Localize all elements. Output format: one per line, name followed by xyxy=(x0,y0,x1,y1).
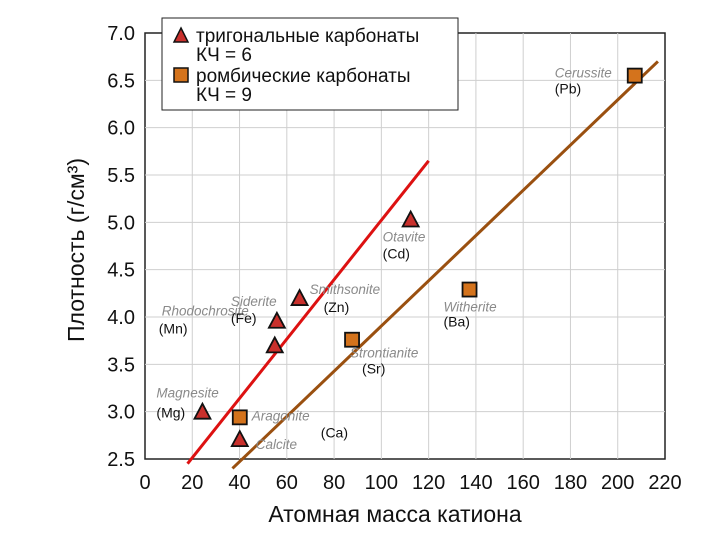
legend-square-marker xyxy=(173,67,189,83)
mineral-label-otavite: Otavite xyxy=(383,229,426,244)
element-label-rhodochrosite: (Mn) xyxy=(159,320,188,336)
mineral-label-magnesite: Magnesite xyxy=(156,386,218,401)
legend-rhombic-label: ромбические карбонаты xyxy=(196,66,411,87)
y-tick-label: 5.0 xyxy=(107,212,135,234)
square-marker-cerussite xyxy=(626,67,643,84)
element-label-magnesite: (Mg) xyxy=(156,405,185,421)
legend-rhombic-sublabel: КЧ = 9 xyxy=(196,85,252,106)
x-tick-label: 20 xyxy=(181,472,203,494)
x-tick-label: 0 xyxy=(139,472,150,494)
square-marker-strontianite xyxy=(344,331,360,348)
y-tick-label: 3.0 xyxy=(107,402,135,424)
y-tick-label: 2.5 xyxy=(107,449,135,471)
triangle-marker-rhodochrosite xyxy=(265,335,285,354)
x-tick-label: 60 xyxy=(276,472,298,494)
square-marker-aragonite xyxy=(231,409,248,426)
legend: тригональные карбонаты КЧ = 6 ромбически… xyxy=(161,17,459,111)
y-tick-label: 5.5 xyxy=(107,165,135,187)
legend-box xyxy=(161,17,459,111)
mineral-label-strontianite: Strontianite xyxy=(350,346,418,361)
element-label-strontianite: (Sr) xyxy=(362,361,385,377)
x-tick-label: 220 xyxy=(648,472,681,494)
y-tick-label: 4.0 xyxy=(107,307,135,329)
y-tick-label: 4.5 xyxy=(107,260,135,282)
legend-trigonal-sublabel: КЧ = 6 xyxy=(196,45,252,66)
element-label-witherite: (Ba) xyxy=(444,314,470,330)
y-tick-labels: 2.5 3.0 3.5 4.0 4.5 5.0 5.5 6.0 6.5 7.0 xyxy=(107,23,135,471)
x-tick-label: 120 xyxy=(412,472,445,494)
mineral-label-smithsonite: Smithsonite xyxy=(310,282,381,297)
x-tick-label: 40 xyxy=(228,472,250,494)
triangle-marker-otavite xyxy=(401,209,421,228)
x-tick-label: 160 xyxy=(506,472,539,494)
trendlines xyxy=(186,60,659,470)
element-label-siderite: (Fe) xyxy=(231,310,257,326)
x-tick-label: 180 xyxy=(554,472,587,494)
triangle-marker-magnesite xyxy=(192,401,212,420)
y-tick-label: 7.0 xyxy=(107,23,135,45)
rhombic-trendline xyxy=(231,60,659,470)
triangle-marker-calcite xyxy=(230,429,250,448)
data-points xyxy=(192,67,643,448)
element-label-aragonite: (Ca) xyxy=(321,424,348,440)
x-axis-title: Атомная масса катиона xyxy=(268,501,522,527)
y-tick-label: 6.5 xyxy=(107,70,135,92)
x-tick-labels: 0 20 40 60 80 100 120 140 160 180 200 220 xyxy=(139,472,681,494)
mineral-label-rhodochrosite: Rhodochrosite xyxy=(162,303,249,318)
mineral-label-calcite: Calcite xyxy=(256,437,297,452)
y-axis-title: Плотность (г/см³) xyxy=(63,158,89,342)
legend-trigonal-label: тригональные карбонаты xyxy=(196,26,419,47)
y-tick-label: 3.5 xyxy=(107,354,135,376)
triangle-marker-smithsonite xyxy=(290,288,310,306)
element-label-otavite: (Cd) xyxy=(383,245,410,261)
x-tick-label: 200 xyxy=(601,472,634,494)
trigonal-trendline xyxy=(186,159,430,465)
mineral-label-witherite: Witherite xyxy=(444,300,497,315)
legend-triangle-marker xyxy=(172,26,190,43)
mineral-label-aragonite: Aragonite xyxy=(251,408,310,423)
triangle-marker-siderite xyxy=(267,310,287,329)
mineral-label-cerussite: Cerussite xyxy=(555,66,612,81)
mineral-label-siderite: Siderite xyxy=(231,294,277,309)
x-tick-label: 140 xyxy=(459,472,492,494)
element-label-cerussite: (Pb) xyxy=(555,81,581,97)
element-label-smithsonite: (Zn) xyxy=(324,299,350,315)
point-labels: Magnesite (Mg) Calcite Rhodochrosite (Mn) Sid… xyxy=(156,66,611,453)
x-tick-label: 100 xyxy=(365,472,398,494)
x-tick-label: 80 xyxy=(323,472,345,494)
y-tick-label: 6.0 xyxy=(107,118,135,140)
square-marker-witherite xyxy=(461,281,478,298)
